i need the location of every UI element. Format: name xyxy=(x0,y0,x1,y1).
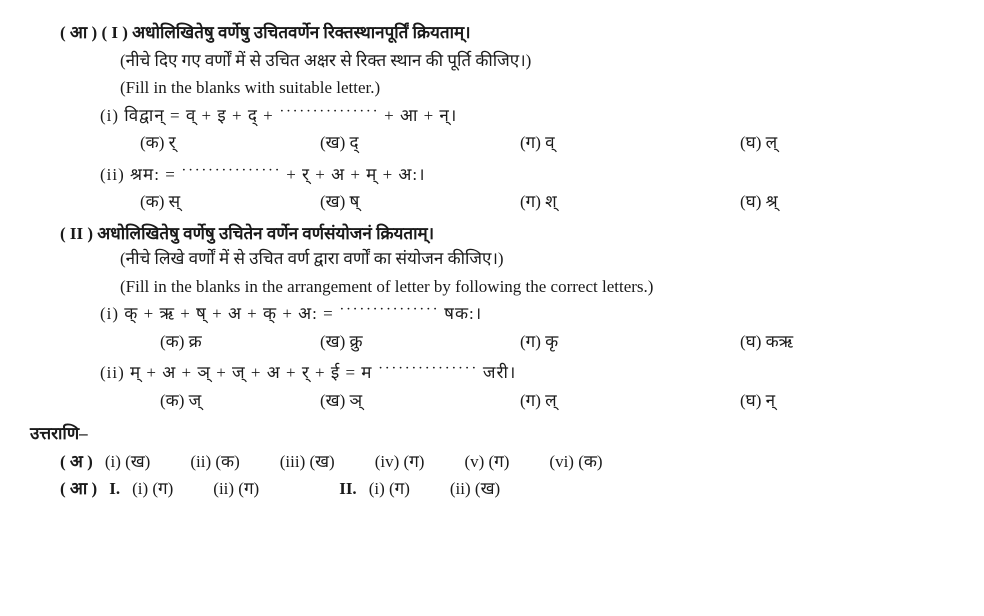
part2-q1-prompt: (i) क् + ऋ + ष् + अ + क् + अ: = ˙˙˙˙˙˙˙˙… xyxy=(30,301,954,327)
option-d: (घ) ल् xyxy=(740,130,900,156)
part1-q1-options: (क) र् (ख) द् (ग) व् (घ) ल् xyxy=(30,130,954,156)
option-d: (घ) श्र् xyxy=(740,189,900,215)
option-a: (क) स् xyxy=(140,189,320,215)
section-a-part2-header: ( II ) अधोलिखितेषु वर्णेषु उचितेन वर्णेन… xyxy=(30,221,954,247)
option-b: (ख) ष् xyxy=(320,189,520,215)
part1-q2-prompt: (ii) श्रम: = ˙˙˙˙˙˙˙˙˙˙˙˙˙˙˙ + र् + अ + … xyxy=(30,162,954,188)
answer-item: (ii) (क) xyxy=(190,449,239,475)
answer-item: (i) (ख) xyxy=(105,449,151,475)
row-b-label: ( आ ) xyxy=(60,476,97,502)
part2-q2-prompt: (ii) म् + अ + ञ् + ज् + अ + र् + ई = म ˙… xyxy=(30,360,954,386)
option-c: (ग) श् xyxy=(520,189,740,215)
part-ii-label: II. xyxy=(339,476,356,502)
part1-english-translation: (Fill in the blanks with suitable letter… xyxy=(30,75,954,101)
answer-item: (ii) (ख) xyxy=(450,476,500,502)
answers-row-a: ( अ ) (i) (ख) (ii) (क) (iii) (ख) (iv) (ग… xyxy=(30,449,954,475)
part2-hindi-translation: (नीचे लिखे वर्णों में से उचित वर्ण द्वार… xyxy=(30,246,954,272)
answer-item: (iii) (ख) xyxy=(280,449,335,475)
option-c: (ग) ल् xyxy=(520,388,740,414)
option-b: (ख) क्रु xyxy=(320,329,520,355)
part2-english-translation: (Fill in the blanks in the arrangement o… xyxy=(30,274,954,300)
answer-item: (i) (ग) xyxy=(369,476,410,502)
option-c: (ग) कृ xyxy=(520,329,740,355)
q2-text: (ii) श्रम: = ˙˙˙˙˙˙˙˙˙˙˙˙˙˙˙ + र् + अ + … xyxy=(100,165,426,184)
option-b: (ख) ञ् xyxy=(320,388,520,414)
answer-item: (vi) (क) xyxy=(549,449,602,475)
option-b: (ख) द् xyxy=(320,130,520,156)
part1-q1-prompt: (i) विद्वान् = व् + इ + द् + ˙˙˙˙˙˙˙˙˙˙˙… xyxy=(30,103,954,129)
option-d: (घ) कऋ xyxy=(740,329,900,355)
part1-q2-options: (क) स् (ख) ष् (ग) श् (घ) श्र् xyxy=(30,189,954,215)
q1-text: (i) क् + ऋ + ष् + अ + क् + अ: = ˙˙˙˙˙˙˙˙… xyxy=(100,304,482,323)
option-d: (घ) न् xyxy=(740,388,900,414)
row-a-label: ( अ ) xyxy=(60,449,93,475)
q1-text: (i) विद्वान् = व् + इ + द् + ˙˙˙˙˙˙˙˙˙˙˙… xyxy=(100,106,457,125)
part1-hindi-translation: (नीचे दिए गए वर्णों में से उचित अक्षर से… xyxy=(30,48,954,74)
q2-text: (ii) म् + अ + ञ् + ज् + अ + र् + ई = म ˙… xyxy=(100,363,516,382)
part2-q2-options: (क) ज् (ख) ञ् (ग) ल् (घ) न् xyxy=(30,388,954,414)
answer-item: (i) (ग) xyxy=(132,476,173,502)
option-a: (क) ज् xyxy=(160,388,320,414)
section-a-part1-header: ( आ ) ( I ) अधोलिखितेषु वर्णेषु उचितवर्ण… xyxy=(30,20,954,46)
option-a: (क) क्र xyxy=(160,329,320,355)
option-c: (ग) व् xyxy=(520,130,740,156)
option-a: (क) र् xyxy=(140,130,320,156)
answers-row-b: ( आ ) I. (i) (ग) (ii) (ग) II. (i) (ग) (i… xyxy=(30,476,954,502)
answer-item: (v) (ग) xyxy=(464,449,509,475)
answer-item: (ii) (ग) xyxy=(213,476,259,502)
answer-item: (iv) (ग) xyxy=(375,449,425,475)
part2-q1-options: (क) क्र (ख) क्रु (ग) कृ (घ) कऋ xyxy=(30,329,954,355)
part-i-label: I. xyxy=(109,476,120,502)
answers-title: उत्तराणि– xyxy=(30,421,954,447)
